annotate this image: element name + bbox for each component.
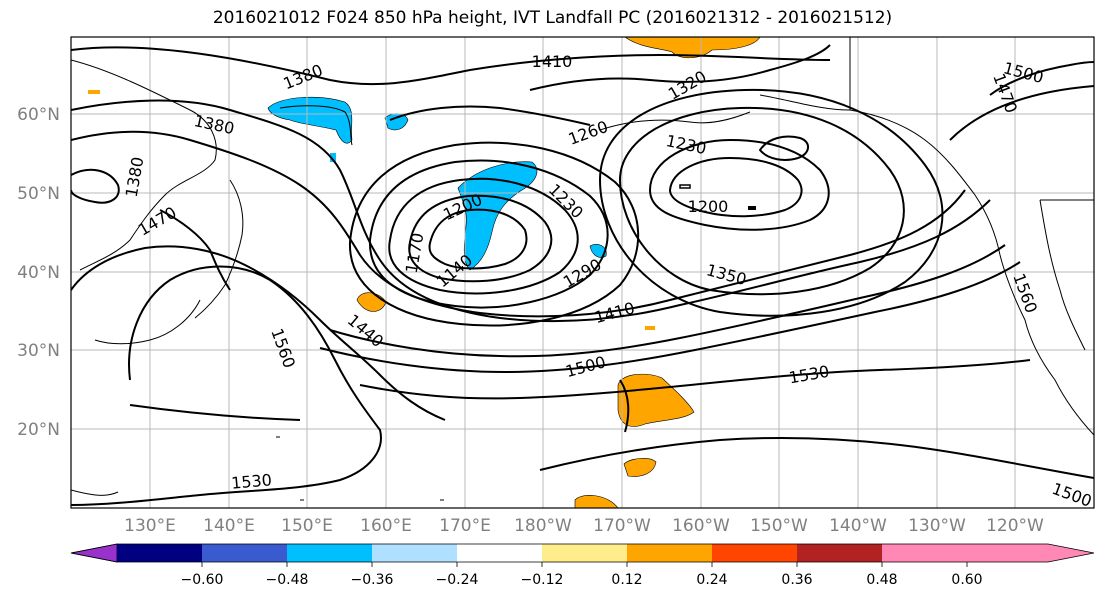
longitude-labels: 130°E 140°E 150°E 160°E 170°E 180°W 170°… <box>124 516 1044 536</box>
lon-label: 120°W <box>986 516 1044 536</box>
colorbar-segment <box>117 544 202 562</box>
lat-label: 30°N <box>17 341 60 361</box>
colorbar-segment <box>797 544 882 562</box>
lat-label: 40°N <box>17 263 60 283</box>
colorbar-right-extension <box>967 544 1094 562</box>
colorbar-left-extension <box>71 544 117 562</box>
lon-label: 130°E <box>124 516 176 536</box>
lon-label: 160°W <box>672 516 730 536</box>
colorbar-tick: 0.24 <box>696 572 727 588</box>
colorbar-segment <box>882 544 967 562</box>
lon-label: 140°W <box>829 516 887 536</box>
contour-label: 1410 <box>532 52 573 71</box>
colorbar-segment <box>202 544 287 562</box>
lon-label: 170°W <box>593 516 651 536</box>
lat-label: 20°N <box>17 420 60 440</box>
colorbar-segment <box>287 544 372 562</box>
colorbar-tick: −0.24 <box>436 572 479 588</box>
lat-label: 60°N <box>17 105 60 125</box>
lon-label: 160°E <box>360 516 412 536</box>
colorbar: −0.60 −0.48 −0.36 −0.24 −0.12 0.12 0.24 … <box>71 544 1094 588</box>
lat-label: 50°N <box>17 184 60 204</box>
colorbar-segment <box>627 544 712 562</box>
colorbar-tick: 0.48 <box>866 572 897 588</box>
colorbar-tick: 0.12 <box>611 572 642 588</box>
colorbar-segment <box>372 544 457 562</box>
colorbar-tick: −0.12 <box>521 572 564 588</box>
lon-label: 150°E <box>281 516 333 536</box>
colorbar-tick: 0.60 <box>951 572 982 588</box>
colorbar-tick: −0.60 <box>181 572 224 588</box>
lon-label: 180°W <box>514 516 572 536</box>
colorbar-tick: −0.36 <box>351 572 394 588</box>
colorbar-tick: −0.48 <box>266 572 309 588</box>
colorbar-segment <box>542 544 627 562</box>
colorbar-segment <box>712 544 797 562</box>
latitude-labels: 60°N 50°N 40°N 30°N 20°N <box>17 105 60 440</box>
lon-label: 150°W <box>750 516 808 536</box>
lon-label: 140°E <box>203 516 255 536</box>
colorbar-tick: 0.36 <box>781 572 812 588</box>
colorbar-segment <box>457 544 542 562</box>
contour-label: 1200 <box>688 197 729 216</box>
lon-label: 130°W <box>908 516 966 536</box>
lon-label: 170°E <box>439 516 491 536</box>
contour-label: 1530 <box>230 470 272 492</box>
